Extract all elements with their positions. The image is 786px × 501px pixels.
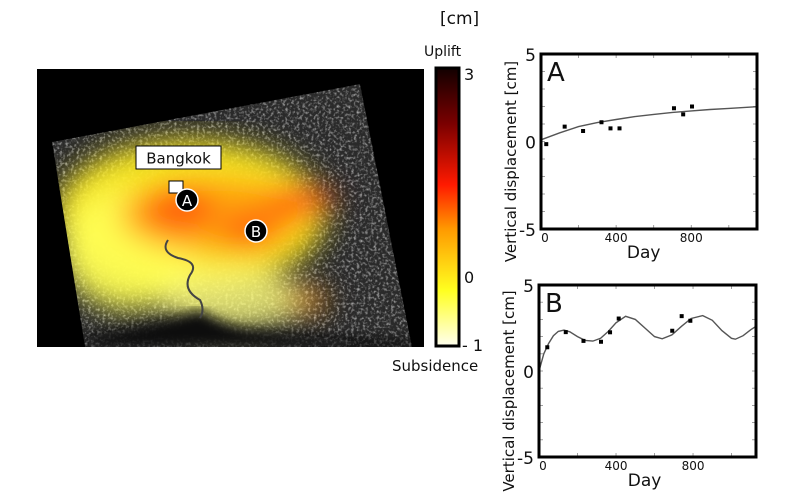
colorbar-tick-zero: 0	[464, 268, 474, 287]
fit-curve	[538, 314, 757, 372]
x-axis-label: Day	[628, 471, 662, 491]
data-point	[679, 314, 684, 319]
plot-frame	[539, 52, 759, 231]
data-point	[671, 106, 676, 111]
city-location-marker	[168, 180, 184, 194]
x-tick-label: 800	[680, 231, 703, 245]
data-point	[544, 142, 549, 147]
x-tick-label: 400	[605, 459, 628, 473]
marker-b[interactable]: B	[244, 219, 268, 243]
y-tick-label: -5	[517, 449, 534, 469]
time-series-charts: A 0 400 800 5 0 -5 Day Vertical displacement [cm…	[500, 46, 759, 492]
x-tick-label: 0	[539, 459, 547, 473]
panel-title: A	[547, 58, 565, 88]
city-label-bangkok: Bangkok	[135, 145, 222, 170]
data-point	[616, 316, 621, 321]
y-tick-label: 0	[525, 134, 536, 154]
colorbar: [cm] Uplift 3 0 - 1 Subsidence	[392, 9, 483, 375]
data-point	[681, 112, 686, 117]
y-tick-label: 0	[523, 363, 534, 383]
data-point	[599, 120, 604, 125]
marker-a-label: A	[182, 192, 193, 210]
data-point	[617, 126, 622, 131]
data-point	[608, 126, 613, 131]
panel-title: B	[545, 289, 563, 319]
x-axis-label: Day	[627, 243, 661, 263]
marker-b-label: B	[251, 223, 261, 241]
colorbar-uplift-label: Uplift	[424, 44, 462, 60]
data-point	[599, 339, 603, 344]
x-tick-label: 0	[541, 231, 549, 245]
fit-curve	[540, 106, 758, 141]
marker-a[interactable]: A	[175, 188, 199, 212]
data-point	[581, 338, 586, 343]
subsidence-map: Bangkok A B	[37, 69, 424, 347]
data-point	[670, 328, 675, 333]
data-point	[581, 129, 586, 133]
chart-panel-a: A 0 400 800 5 0 -5 Day Vertical displacement [cm…	[502, 46, 759, 263]
city-label-text: Bangkok	[146, 150, 211, 168]
chart-panel-b: B 0 400 800 5 0 -5 Day Vertical displacement [cm…	[500, 277, 758, 492]
y-tick-label: 5	[525, 46, 536, 66]
colorbar-tick-min: - 1	[462, 336, 483, 355]
colorbar-tick-max: 3	[464, 65, 474, 84]
y-axis-label: Vertical displacement [cm]	[502, 61, 520, 262]
y-axis-label: Vertical displacement [cm]	[500, 290, 518, 491]
data-point	[690, 104, 695, 109]
data-point	[563, 330, 568, 335]
data-point	[688, 318, 693, 323]
y-tick-label: 5	[523, 277, 534, 297]
colorbar-subsidence-label: Subsidence	[392, 357, 478, 375]
x-tick-label: 800	[682, 459, 705, 473]
y-tick-label: -5	[519, 221, 536, 241]
data-point	[608, 330, 613, 335]
plot-frame	[537, 283, 758, 459]
colorbar-unit: [cm]	[440, 9, 479, 29]
data-point	[545, 345, 550, 350]
x-tick-label: 400	[605, 231, 628, 245]
data-point	[562, 124, 567, 129]
colorbar-gradient	[434, 66, 461, 348]
